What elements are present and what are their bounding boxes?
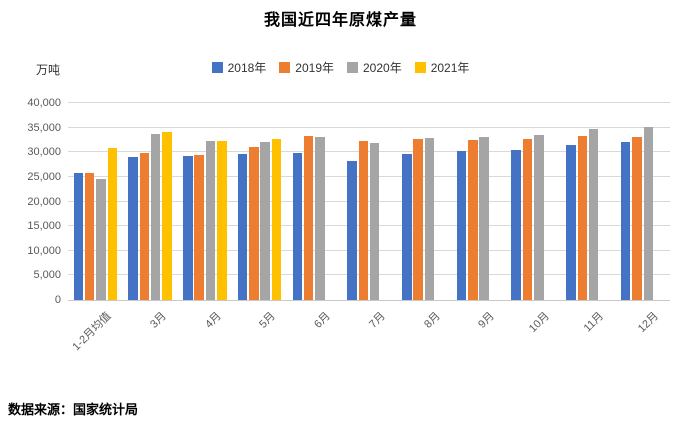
gridline xyxy=(68,225,670,227)
bar xyxy=(162,132,172,300)
bar xyxy=(217,141,227,300)
legend-item: 2018年 xyxy=(211,59,267,76)
y-tick-label: 15,000 xyxy=(27,220,61,233)
legend-item: 2019年 xyxy=(279,59,334,76)
legend-label: 2021年 xyxy=(430,61,470,75)
y-tick-label: 0 xyxy=(54,294,61,306)
x-tick-label: 12月 xyxy=(636,310,662,336)
y-tick-label: 30,000 xyxy=(27,146,61,159)
legend-swatch-icon xyxy=(211,62,223,73)
bar xyxy=(139,153,150,300)
bar xyxy=(358,141,369,300)
bar xyxy=(84,173,95,300)
legend-label: 2020年 xyxy=(363,61,402,75)
bar xyxy=(468,140,478,300)
plot-area: 0 5,000 10,000 15,000 20,000 25,000 30,000 35,0… xyxy=(27,97,670,353)
bar xyxy=(456,150,467,300)
gridline xyxy=(68,200,670,202)
bar xyxy=(522,139,533,300)
legend-label: 2019年 xyxy=(295,61,334,75)
y-tick-label: 35,000 xyxy=(27,121,61,134)
gridline xyxy=(68,175,670,177)
x-tick-label: 6月 xyxy=(312,310,333,331)
chart-title: 我国近四年原煤产量 xyxy=(263,12,417,29)
y-tick-label: 5,000 xyxy=(33,269,61,282)
x-tick-label: 11月 xyxy=(582,310,607,335)
bar xyxy=(271,139,282,300)
bar xyxy=(128,157,138,300)
bar xyxy=(413,139,423,300)
bar xyxy=(479,137,489,300)
x-tick-label: 8月 xyxy=(421,310,443,331)
x-tick-label: 10月 xyxy=(526,310,552,336)
bar xyxy=(577,135,587,300)
legend-label: 2018年 xyxy=(227,61,267,75)
legend-swatch-icon xyxy=(347,62,358,73)
y-tick-label: 10,000 xyxy=(27,244,61,257)
bar xyxy=(402,153,412,300)
x-tick-label: 9月 xyxy=(476,310,498,331)
bar xyxy=(315,136,325,300)
bar xyxy=(194,155,204,300)
y-tick-label: 20,000 xyxy=(27,195,61,208)
bar xyxy=(260,142,270,300)
y-axis-unit-label: 万吨 xyxy=(36,63,61,77)
gridline xyxy=(68,249,670,251)
bar xyxy=(205,141,216,300)
bar xyxy=(96,179,106,300)
y-tick-label: 40,000 xyxy=(27,97,61,109)
bar xyxy=(588,129,599,300)
bar xyxy=(150,134,161,300)
x-tick-label: 7月 xyxy=(367,310,388,331)
gridline xyxy=(68,274,670,276)
x-tick-label: 5月 xyxy=(257,310,279,331)
gridline xyxy=(68,102,670,103)
x-axis-line xyxy=(68,300,670,301)
legend-item: 2020年 xyxy=(347,59,402,76)
bar xyxy=(620,142,631,300)
legend-swatch-icon xyxy=(279,62,291,73)
x-tick-label: 4月 xyxy=(202,310,224,331)
legend-item: 2021年 xyxy=(414,59,470,76)
bar xyxy=(643,126,654,300)
bar xyxy=(347,161,357,300)
bar xyxy=(249,146,259,300)
bar xyxy=(632,136,642,300)
x-tick-label: 3月 xyxy=(148,310,169,331)
bar xyxy=(566,144,576,300)
bar xyxy=(183,155,193,300)
bar xyxy=(303,136,314,300)
bar xyxy=(511,149,521,300)
bar xyxy=(292,153,303,300)
bar xyxy=(237,153,248,300)
legend-swatch-icon xyxy=(414,62,426,73)
legend: 2018年 2019年 2020年 2021年 xyxy=(0,59,681,76)
bar xyxy=(73,172,84,300)
bar xyxy=(534,135,544,300)
data-source-note: 数据来源：国家统计局 xyxy=(8,402,139,417)
bar xyxy=(107,147,118,300)
gridline xyxy=(68,126,670,128)
y-tick-label: 25,000 xyxy=(27,170,61,183)
gridline xyxy=(68,151,670,153)
x-tick-label: 1-2月均值 xyxy=(70,310,114,354)
bar xyxy=(424,137,435,300)
bar xyxy=(369,143,380,300)
